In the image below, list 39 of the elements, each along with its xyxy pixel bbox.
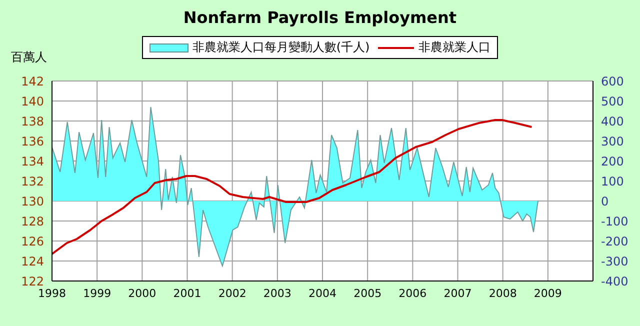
x-tick-label: 2007 [444,286,472,300]
x-tick-label: 2005 [354,286,382,300]
y-tick-label: 126 [21,234,44,248]
y-tick-label: 140 [21,94,44,108]
y2-tick-label: 300 [601,134,624,148]
y2-tick-label: 600 [601,74,624,88]
y2-tick-label: -100 [601,214,628,228]
x-tick-label: 2002 [218,286,246,300]
legend-label: 非農就業人口每月變動人數(千人) [192,39,370,56]
y-tick-label: 138 [21,114,44,128]
y2-tick-label: -400 [601,274,628,288]
y-tick-label: 122 [21,274,44,288]
x-tick-label: 1999 [83,286,112,300]
x-tick-label: 2000 [128,286,156,300]
y2-tick-label: -300 [601,254,628,268]
legend-label: 非農就業人口 [418,39,491,56]
y-axis-title: 百萬人 [11,49,47,66]
y-tick-label: 132 [21,174,44,188]
chart-title: Nonfarm Payrolls Employment [182,8,458,27]
x-tick-label: 2004 [308,286,336,300]
y-tick-label: 136 [21,134,44,148]
x-tick-label: 2001 [173,286,202,300]
y-tick-label: 124 [21,254,44,268]
y-tick-label: 130 [21,194,44,208]
line-series [52,119,533,255]
y2-tick-label: 400 [601,114,624,128]
y2-tick-label: 100 [601,174,624,188]
y2-tick-label: 0 [601,194,609,208]
x-tick-label: 2009 [534,286,562,300]
x-tick-label: 1998 [38,286,66,300]
y-tick-label: 142 [21,74,44,88]
x-tick-label: 2006 [398,286,427,300]
x-tick-label: 2008 [488,286,517,300]
y2-tick-label: 500 [601,94,624,108]
x-tick-label: 2003 [263,286,292,300]
y2-tick-label: 200 [601,154,624,168]
y-tick-label: 134 [21,154,44,168]
y-tick-label: 128 [21,214,44,228]
y2-tick-label: -200 [601,234,628,248]
